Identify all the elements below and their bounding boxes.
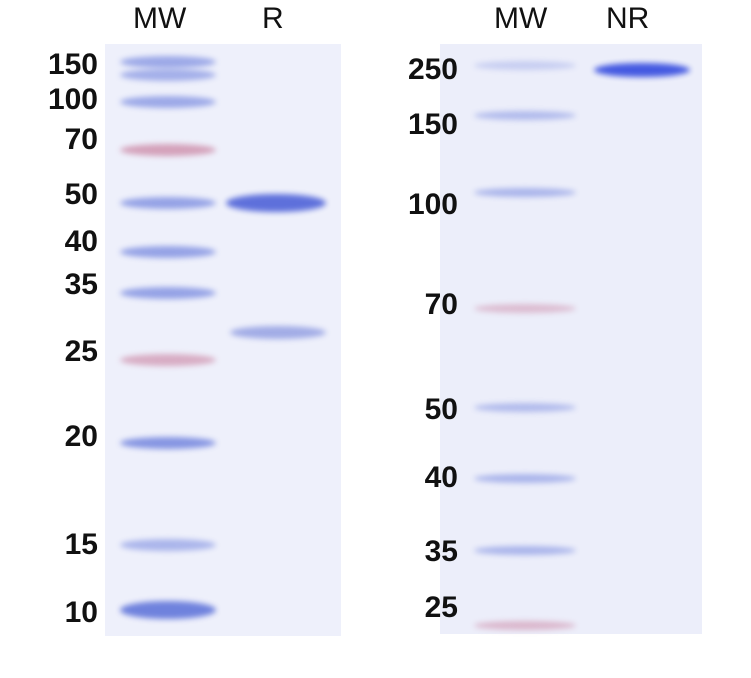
ladder-band [474, 473, 576, 483]
marker-label-right: 50 [424, 393, 458, 426]
marker-label-left: 15 [64, 528, 98, 561]
ladder-band [120, 197, 216, 209]
lane-label-nr: NR [606, 2, 650, 35]
ladder-band [474, 187, 576, 197]
marker-label-left: 40 [64, 225, 98, 258]
lane-label-mw-right: MW [494, 2, 548, 35]
gel-left-reduced [105, 44, 341, 636]
marker-label-right: 35 [424, 535, 458, 568]
gel-right-nonreduced [440, 44, 702, 634]
ladder-band [474, 402, 576, 412]
marker-label-right: 250 [407, 53, 458, 86]
ladder-band [120, 601, 216, 619]
ladder-band [474, 620, 576, 630]
marker-label-right: 150 [407, 108, 458, 141]
ladder-band [120, 69, 216, 81]
ladder-band [120, 56, 216, 68]
lane-label-mw-left: MW [133, 2, 187, 35]
ladder-band [120, 437, 216, 449]
ladder-band [120, 246, 216, 258]
marker-label-left: 50 [64, 178, 98, 211]
marker-label-left: 20 [64, 420, 98, 453]
ladder-band [120, 539, 216, 551]
lane-label-r: R [262, 2, 284, 35]
marker-label-right: 40 [424, 461, 458, 494]
marker-label-left: 70 [64, 123, 98, 156]
marker-label-right: 70 [424, 288, 458, 321]
ladder-band [120, 287, 216, 299]
ladder-band [120, 354, 216, 366]
marker-label-left: 25 [64, 335, 98, 368]
marker-label-left: 10 [64, 596, 98, 629]
marker-label-right: 100 [407, 188, 458, 221]
marker-label-left: 150 [47, 48, 98, 81]
ladder-band [120, 96, 216, 108]
ladder-band [474, 545, 576, 555]
sample-band-light-chain [230, 325, 326, 339]
ladder-band [474, 60, 576, 70]
ladder-band [474, 303, 576, 313]
ladder-band [120, 144, 216, 156]
marker-label-left: 100 [47, 83, 98, 116]
marker-label-left: 35 [64, 268, 98, 301]
sample-band-intact-igg [594, 63, 690, 77]
marker-label-right: 25 [424, 591, 458, 624]
ladder-band [474, 110, 576, 120]
sample-band-heavy-chain [226, 194, 326, 212]
